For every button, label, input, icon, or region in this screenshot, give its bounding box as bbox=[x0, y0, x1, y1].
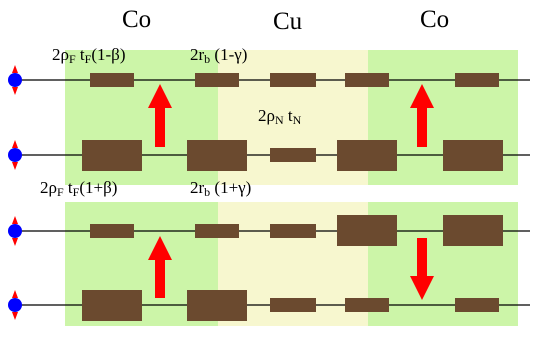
resistor bbox=[82, 290, 142, 321]
resistor bbox=[345, 298, 389, 312]
arrow-up-icon bbox=[148, 236, 172, 298]
spin-dot-icon bbox=[8, 224, 22, 238]
resistor bbox=[90, 73, 134, 87]
label-normal-resistance: 2ρN tN bbox=[258, 106, 302, 127]
spin-up-tick-icon bbox=[12, 140, 18, 148]
resistors-row-1 bbox=[90, 73, 499, 87]
resistor bbox=[195, 73, 239, 87]
spin-indicator-row-3 bbox=[8, 216, 22, 246]
spin-up-tick-icon bbox=[12, 216, 18, 224]
resistor bbox=[270, 298, 316, 312]
resistor bbox=[187, 290, 247, 321]
resistor bbox=[90, 224, 134, 238]
arrow-down-icon bbox=[410, 238, 434, 300]
header-co-right: Co bbox=[420, 6, 449, 33]
header-co-left: Co bbox=[122, 6, 151, 33]
resistor bbox=[345, 73, 389, 87]
arrow-up-icon bbox=[410, 84, 434, 147]
spin-indicator-row-4 bbox=[8, 290, 22, 320]
arrow-up-icon bbox=[148, 84, 172, 147]
spin-up-tick-icon bbox=[12, 290, 18, 298]
spin-down-tick-icon bbox=[12, 162, 18, 170]
spin-down-tick-icon bbox=[12, 238, 18, 246]
spin-dot-icon bbox=[8, 148, 22, 162]
spin-down-tick-icon bbox=[12, 312, 18, 320]
resistor bbox=[443, 215, 503, 246]
resistor bbox=[270, 148, 316, 162]
label-interface-resistance-plus: 2rb (1+γ) bbox=[190, 178, 251, 199]
spin-indicator-row-1 bbox=[8, 65, 22, 95]
header-cu: Cu bbox=[273, 8, 303, 35]
label-ferro-resistance-plus: 2ρF tF(1+β) bbox=[40, 178, 117, 199]
resistor bbox=[195, 224, 239, 238]
label-interface-resistance-minus: 2rb (1-γ) bbox=[190, 45, 247, 66]
resistors-row-3 bbox=[90, 215, 503, 246]
resistors-row-4 bbox=[82, 290, 499, 321]
resistor bbox=[337, 215, 397, 246]
resistor bbox=[270, 73, 316, 87]
spin-dot-icon bbox=[8, 298, 22, 312]
resistor bbox=[82, 140, 142, 171]
resistor bbox=[270, 224, 316, 238]
spin-up-tick-icon bbox=[12, 65, 18, 73]
resistor bbox=[455, 298, 499, 312]
resistor bbox=[443, 140, 503, 171]
resistor bbox=[455, 73, 499, 87]
spin-down-tick-icon bbox=[12, 87, 18, 95]
resistor bbox=[187, 140, 247, 171]
resistors-row-2 bbox=[82, 140, 503, 171]
resistor bbox=[337, 140, 397, 171]
label-ferro-resistance-minus: 2ρF tF(1-β) bbox=[52, 45, 125, 66]
spin-dot-icon bbox=[8, 73, 22, 87]
spin-indicator-row-2 bbox=[8, 140, 22, 170]
magnetization-arrows bbox=[148, 84, 434, 300]
